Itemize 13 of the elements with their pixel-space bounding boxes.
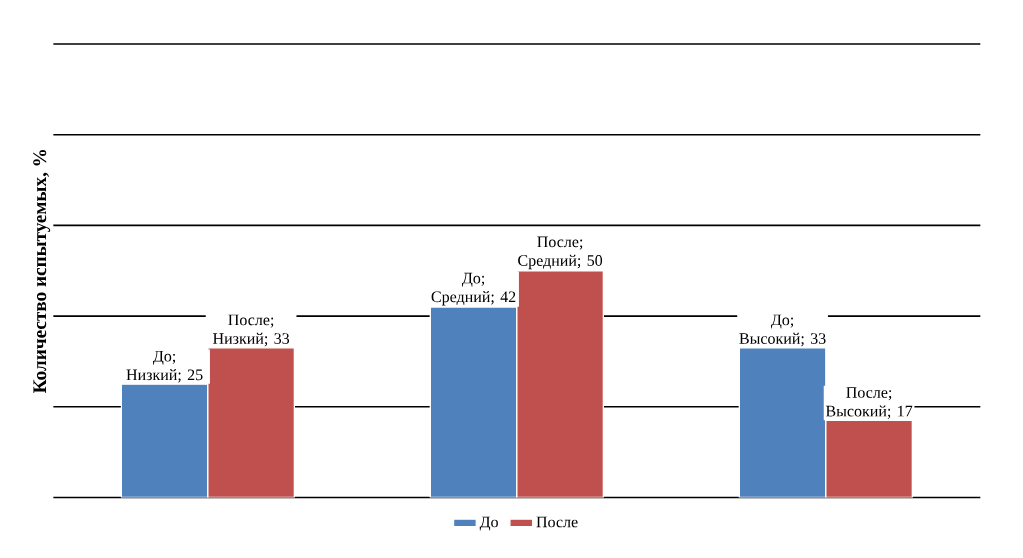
bar xyxy=(738,347,827,498)
data-label: До; Низкий; 25 xyxy=(126,351,203,383)
data-label: До; Высокий; 33 xyxy=(739,314,826,347)
data-label: После; Низкий; 33 xyxy=(213,314,290,347)
legend-label: До xyxy=(479,516,498,531)
bar xyxy=(825,419,914,498)
data-label: До; Средний; 42 xyxy=(431,273,516,306)
y-axis-title: Количество испытуемых, % xyxy=(33,150,51,394)
data-label: После; Высокий; 17 xyxy=(825,387,913,420)
data-label: После; Средний; 50 xyxy=(518,236,603,270)
bar xyxy=(120,383,209,498)
legend-label: После xyxy=(536,516,578,528)
bar xyxy=(429,306,518,498)
